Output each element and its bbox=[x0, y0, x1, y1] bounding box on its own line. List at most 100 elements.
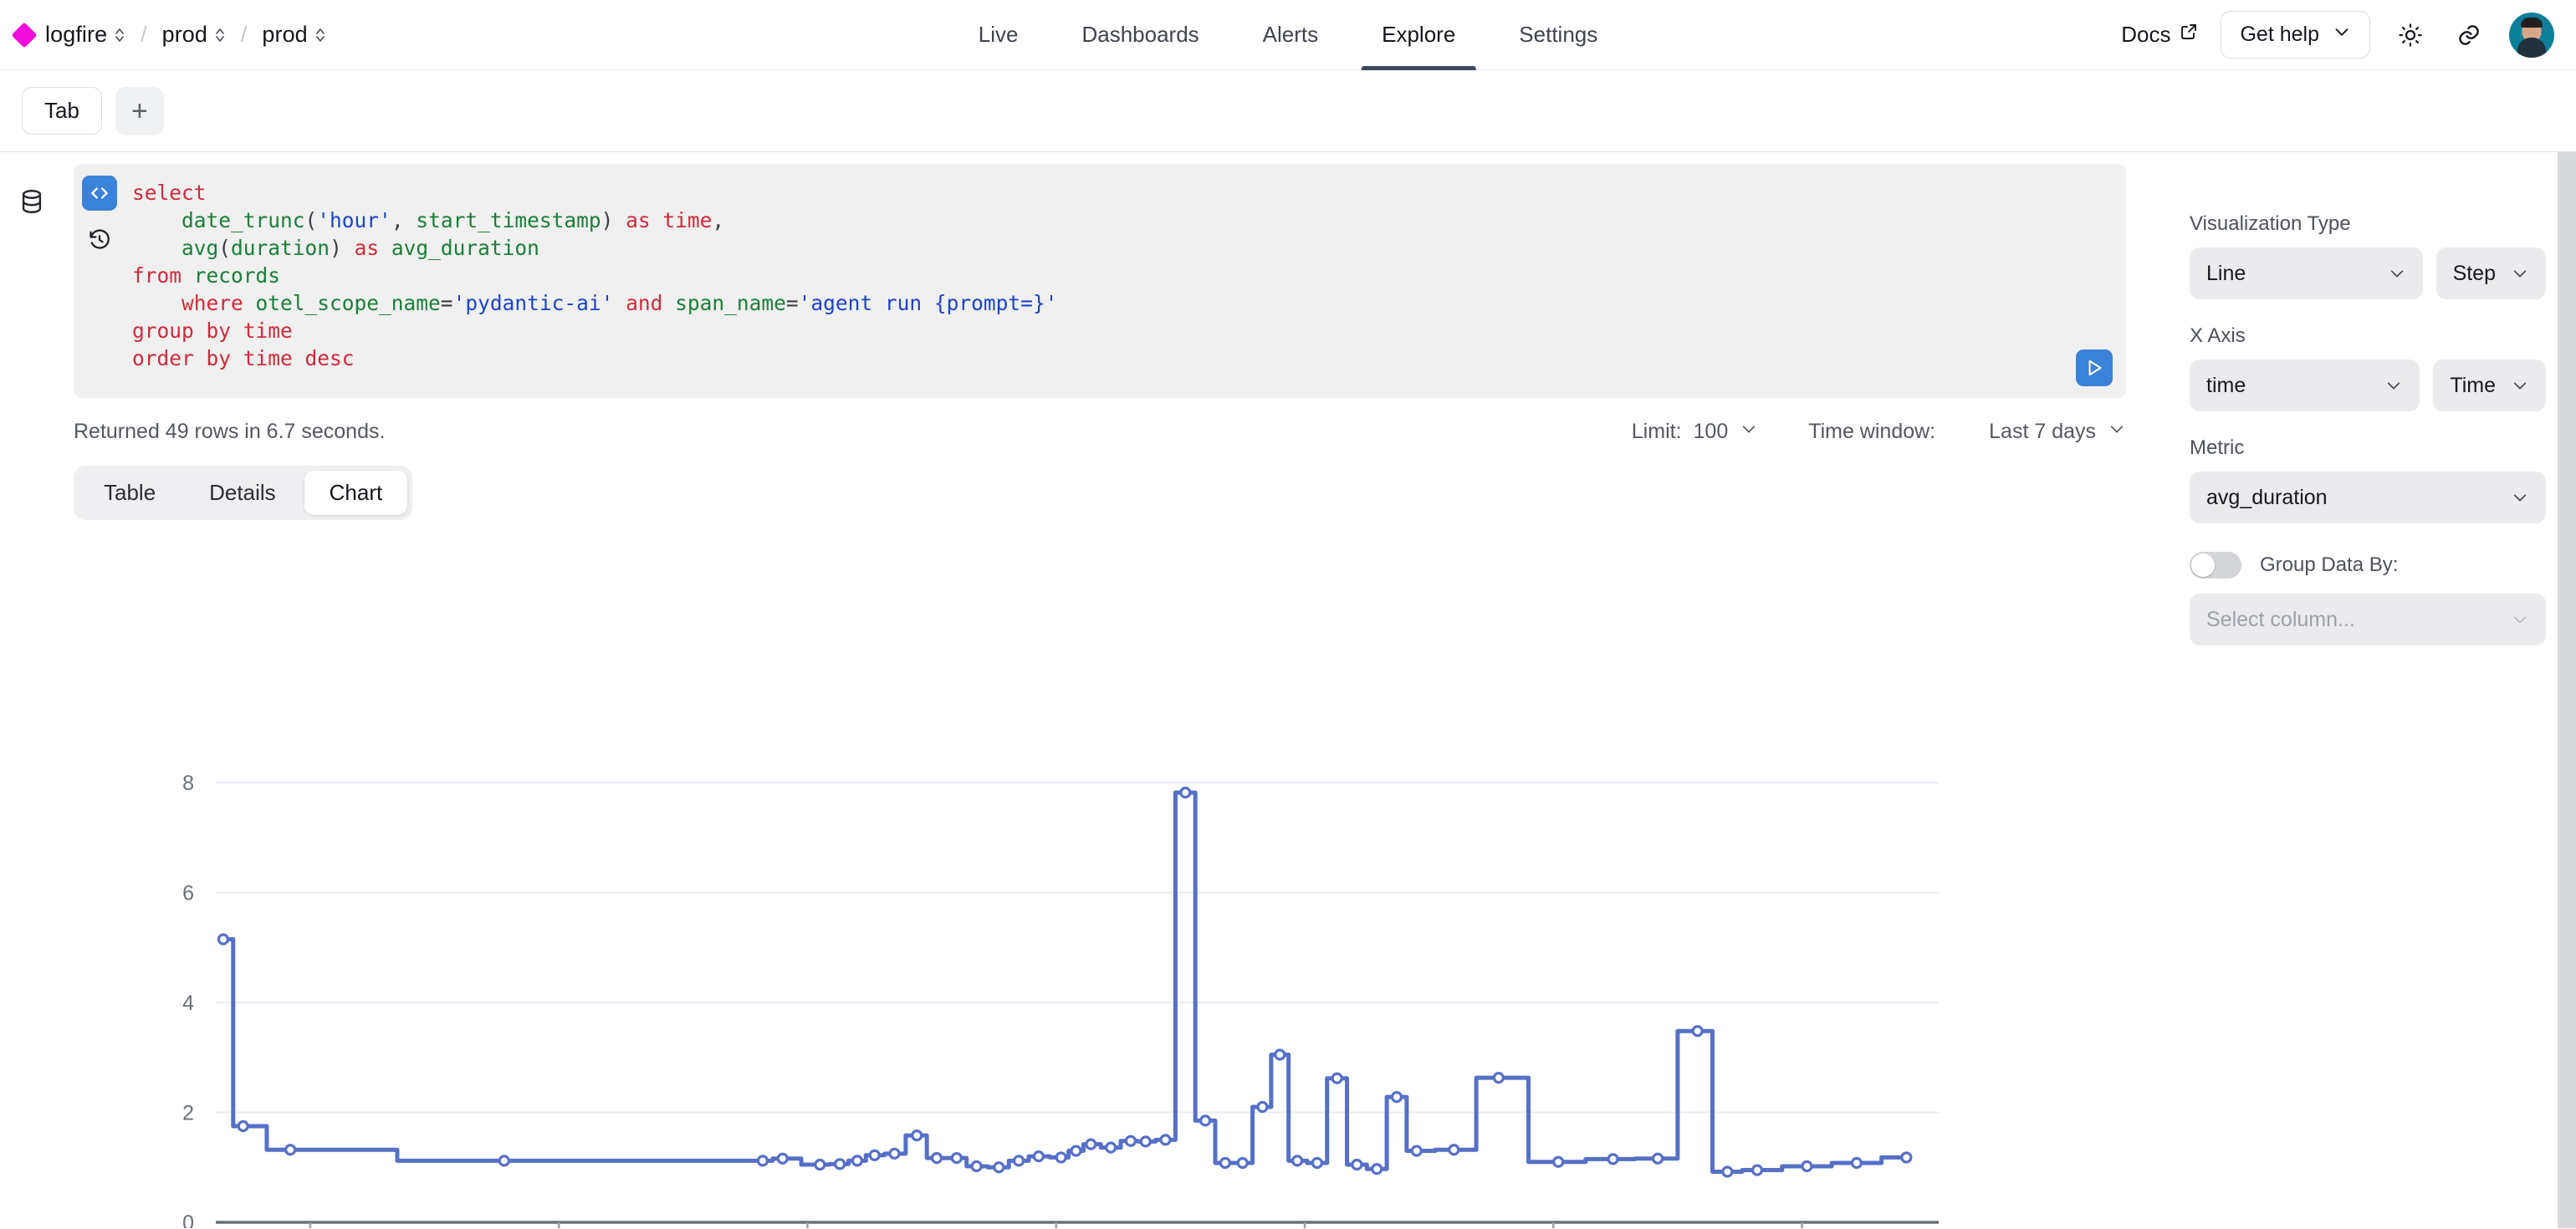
data-point-marker[interactable] bbox=[1124, 1135, 1137, 1147]
data-point-marker[interactable] bbox=[1801, 1160, 1813, 1173]
data-point-marker[interactable] bbox=[930, 1151, 943, 1165]
breadcrumb-item-project[interactable]: prod bbox=[161, 22, 208, 47]
x-axis-column-select[interactable]: time bbox=[2190, 360, 2420, 411]
visualization-type-select[interactable]: Line bbox=[2190, 247, 2423, 299]
data-point-marker[interactable] bbox=[911, 1130, 923, 1142]
chevron-down-icon bbox=[2369, 376, 2403, 395]
left-rail bbox=[0, 152, 64, 1228]
vertical-scrollbar[interactable] bbox=[2558, 152, 2576, 1228]
data-point-marker[interactable] bbox=[1274, 1048, 1286, 1061]
data-point-marker[interactable] bbox=[1219, 1156, 1231, 1170]
sql-line: where otel_scope_name='pydantic-ai' and … bbox=[181, 291, 1058, 315]
query-tab[interactable]: Tab bbox=[22, 87, 102, 135]
data-point-marker[interactable] bbox=[1105, 1141, 1117, 1154]
data-point-marker[interactable] bbox=[1850, 1156, 1863, 1170]
sql-line: avg(duration) as avg_duration bbox=[181, 236, 539, 260]
nav-item-live[interactable]: Live bbox=[978, 22, 1019, 47]
data-point-marker[interactable] bbox=[1607, 1153, 1619, 1165]
sun-icon[interactable] bbox=[2392, 17, 2429, 54]
breadcrumb-item-org[interactable]: logfire bbox=[45, 22, 108, 47]
data-point-marker[interactable] bbox=[1331, 1072, 1343, 1084]
nav-item-dashboards[interactable]: Dashboards bbox=[1081, 22, 1199, 47]
group-by-column-select[interactable]: Select column... bbox=[2190, 594, 2546, 645]
avatar[interactable] bbox=[2509, 12, 2554, 58]
data-point-marker[interactable] bbox=[1448, 1144, 1460, 1156]
time-window-control[interactable]: Time window: Last 7 days bbox=[1808, 420, 2126, 444]
data-point-marker[interactable] bbox=[851, 1155, 864, 1167]
database-icon[interactable] bbox=[18, 187, 46, 220]
data-point-marker[interactable] bbox=[1055, 1151, 1067, 1164]
limit-control[interactable]: Limit: 100 bbox=[1632, 420, 1758, 444]
data-point-marker[interactable] bbox=[1070, 1145, 1082, 1157]
data-point-marker[interactable] bbox=[1371, 1163, 1383, 1175]
data-point-marker[interactable] bbox=[1256, 1100, 1269, 1114]
data-point-marker[interactable] bbox=[776, 1152, 789, 1165]
data-point-marker[interactable] bbox=[1492, 1072, 1505, 1084]
get-help-button[interactable]: Get help bbox=[2221, 11, 2370, 59]
data-point-marker[interactable] bbox=[217, 933, 230, 946]
data-point-marker[interactable] bbox=[1199, 1114, 1212, 1127]
visualization-type-label: Visualization Type bbox=[2190, 212, 2351, 235]
line-style-select[interactable]: Step bbox=[2435, 247, 2546, 299]
limit-label: Limit: bbox=[1631, 420, 1682, 443]
sql-code[interactable]: select date_trunc('hour', start_timestam… bbox=[119, 164, 2126, 398]
data-point-marker[interactable] bbox=[1236, 1156, 1249, 1170]
data-point-marker[interactable] bbox=[868, 1149, 881, 1161]
x-axis-type-select[interactable]: Time bbox=[2433, 360, 2546, 411]
data-point-marker[interactable] bbox=[756, 1155, 769, 1167]
nav-item-settings[interactable]: Settings bbox=[1519, 22, 1598, 47]
group-data-by-toggle[interactable] bbox=[2190, 552, 2241, 579]
chevron-updown-icon[interactable] bbox=[114, 27, 125, 43]
data-point-marker[interactable] bbox=[1179, 786, 1192, 799]
breadcrumb-separator: / bbox=[141, 22, 147, 47]
data-point-marker[interactable] bbox=[284, 1144, 297, 1156]
chart-svg[interactable]: 0246824252627282930 bbox=[74, 737, 1981, 1228]
data-point-marker[interactable] bbox=[1900, 1151, 1913, 1164]
visualization-type-row: Line Step bbox=[2190, 247, 2546, 299]
data-point-marker[interactable] bbox=[834, 1158, 846, 1170]
data-point-marker[interactable] bbox=[498, 1155, 510, 1167]
chevron-updown-icon[interactable] bbox=[214, 27, 226, 43]
data-point-marker[interactable] bbox=[1552, 1155, 1565, 1168]
chevron-down-icon bbox=[2333, 23, 2351, 47]
data-point-marker[interactable] bbox=[950, 1151, 963, 1165]
data-point-marker[interactable] bbox=[1721, 1165, 1734, 1178]
run-query-button[interactable] bbox=[2076, 349, 2113, 386]
tab-chart[interactable]: Chart bbox=[304, 471, 408, 515]
data-point-marker[interactable] bbox=[814, 1158, 826, 1171]
data-point-marker[interactable] bbox=[1751, 1164, 1764, 1176]
data-point-marker[interactable] bbox=[1390, 1091, 1403, 1104]
code-brackets-icon[interactable] bbox=[82, 176, 117, 211]
data-point-marker[interactable] bbox=[1410, 1145, 1423, 1157]
data-point-marker[interactable] bbox=[1311, 1156, 1323, 1170]
data-point-marker[interactable] bbox=[1013, 1155, 1025, 1167]
visualization-type-value: Line bbox=[2206, 261, 2246, 285]
data-point-marker[interactable] bbox=[1351, 1158, 1363, 1171]
data-point-marker[interactable] bbox=[888, 1147, 901, 1160]
history-clock-icon[interactable] bbox=[82, 222, 117, 258]
data-point-marker[interactable] bbox=[237, 1119, 249, 1133]
add-tab-button[interactable]: + bbox=[115, 86, 164, 135]
nav-item-alerts[interactable]: Alerts bbox=[1262, 22, 1319, 47]
y-axis-tick-label: 4 bbox=[182, 992, 194, 1015]
breadcrumb-item-env[interactable]: prod bbox=[262, 22, 308, 47]
data-point-marker[interactable] bbox=[1691, 1025, 1704, 1038]
data-point-marker[interactable] bbox=[993, 1161, 1005, 1174]
data-point-marker[interactable] bbox=[1085, 1138, 1097, 1150]
x-axis-row: time Time bbox=[2190, 360, 2546, 411]
data-point-marker[interactable] bbox=[1291, 1155, 1304, 1167]
data-point-marker[interactable] bbox=[1139, 1135, 1152, 1148]
data-point-marker[interactable] bbox=[1032, 1150, 1045, 1163]
docs-link[interactable]: Docs bbox=[2121, 22, 2199, 48]
data-point-marker[interactable] bbox=[970, 1160, 983, 1173]
nav-item-explore[interactable]: Explore bbox=[1350, 0, 1487, 70]
group-data-by-label: Group Data By: bbox=[2260, 553, 2399, 576]
tab-details[interactable]: Details bbox=[209, 480, 276, 505]
data-point-marker[interactable] bbox=[1651, 1152, 1664, 1165]
tab-table[interactable]: Table bbox=[104, 480, 156, 505]
metric-select[interactable]: avg_duration bbox=[2190, 472, 2546, 523]
data-point-marker[interactable] bbox=[1159, 1134, 1172, 1146]
chevron-updown-icon[interactable] bbox=[314, 27, 326, 43]
sql-line: select bbox=[132, 181, 207, 205]
link-icon[interactable] bbox=[2451, 17, 2487, 54]
